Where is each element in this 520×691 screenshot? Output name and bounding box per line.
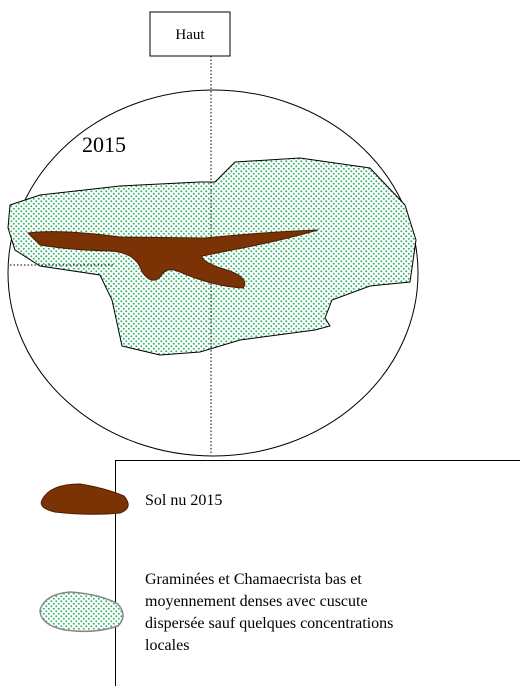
top-label: Haut — [175, 27, 205, 43]
legend-label: locales — [145, 637, 189, 654]
legend-label: Sol nu 2015 — [145, 492, 222, 509]
legend-label: dispersée sauf quelques concentrations — [145, 615, 393, 632]
legend-label: Graminées et Chamaecrista bas et — [145, 571, 362, 588]
year-label: 2015 — [82, 132, 126, 157]
legend-label: moyennement denses avec cuscute — [145, 593, 368, 610]
legend-grass-icon — [40, 592, 123, 631]
